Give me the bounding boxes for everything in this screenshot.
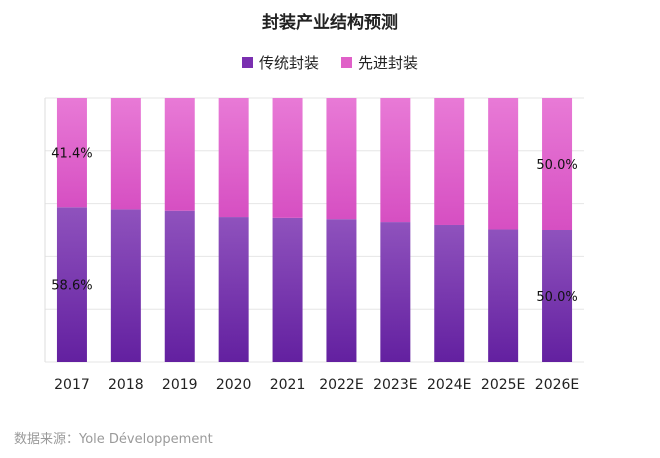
bar-advanced-2020	[218, 98, 249, 218]
bar-traditional-2020	[218, 217, 249, 362]
bar-advanced-2023e	[380, 98, 411, 223]
bar-traditional-2019	[164, 210, 195, 362]
data-label: 41.4%	[51, 147, 92, 162]
x-tick-label: 2021	[270, 377, 306, 393]
legend-item-advanced: 先进封装	[341, 52, 418, 73]
x-tick-label: 2023E	[373, 377, 417, 393]
legend-label-traditional: 传统封装	[258, 54, 319, 72]
bar-traditional-2026e	[542, 230, 573, 362]
bar-advanced-2022e	[326, 98, 357, 220]
bar-advanced-2019	[164, 98, 195, 211]
chart-title: 封装产业结构预测	[262, 13, 398, 33]
bar-traditional-2024e	[434, 224, 465, 362]
bar-advanced-2017	[56, 98, 87, 208]
bar-traditional-2023e	[380, 222, 411, 362]
bar-advanced-2021	[272, 98, 303, 218]
chart-legend: 传统封装 先进封装	[0, 52, 660, 73]
legend-swatch-advanced	[341, 57, 352, 68]
bar-traditional-2017	[56, 207, 87, 362]
data-label: 50.0%	[536, 158, 577, 173]
bar-advanced-2018	[110, 98, 141, 210]
x-tick-label: 2022E	[319, 377, 363, 393]
source-note: 数据来源：Yole Développement	[14, 432, 213, 447]
x-tick-label: 2025E	[481, 377, 525, 393]
bar-traditional-2018	[110, 209, 141, 362]
x-tick-label: 2026E	[535, 377, 579, 393]
data-label: 58.6%	[51, 279, 92, 294]
legend-label-advanced: 先进封装	[358, 54, 419, 72]
bar-traditional-2022e	[326, 219, 357, 362]
x-tick-label: 2018	[108, 377, 144, 393]
x-tick-label: 2019	[162, 377, 198, 393]
legend-item-traditional: 传统封装	[241, 52, 319, 73]
bar-advanced-2026e	[542, 98, 573, 230]
bar-advanced-2025e	[488, 98, 519, 230]
bar-traditional-2021	[272, 217, 303, 362]
data-label: 50.0%	[536, 290, 577, 305]
bar-advanced-2024e	[434, 98, 465, 225]
x-tick-label: 2020	[216, 377, 252, 393]
legend-swatch-traditional	[241, 57, 253, 68]
bar-traditional-2025e	[488, 229, 519, 362]
x-tick-label: 2017	[54, 377, 90, 393]
x-tick-label: 2024E	[427, 377, 471, 393]
